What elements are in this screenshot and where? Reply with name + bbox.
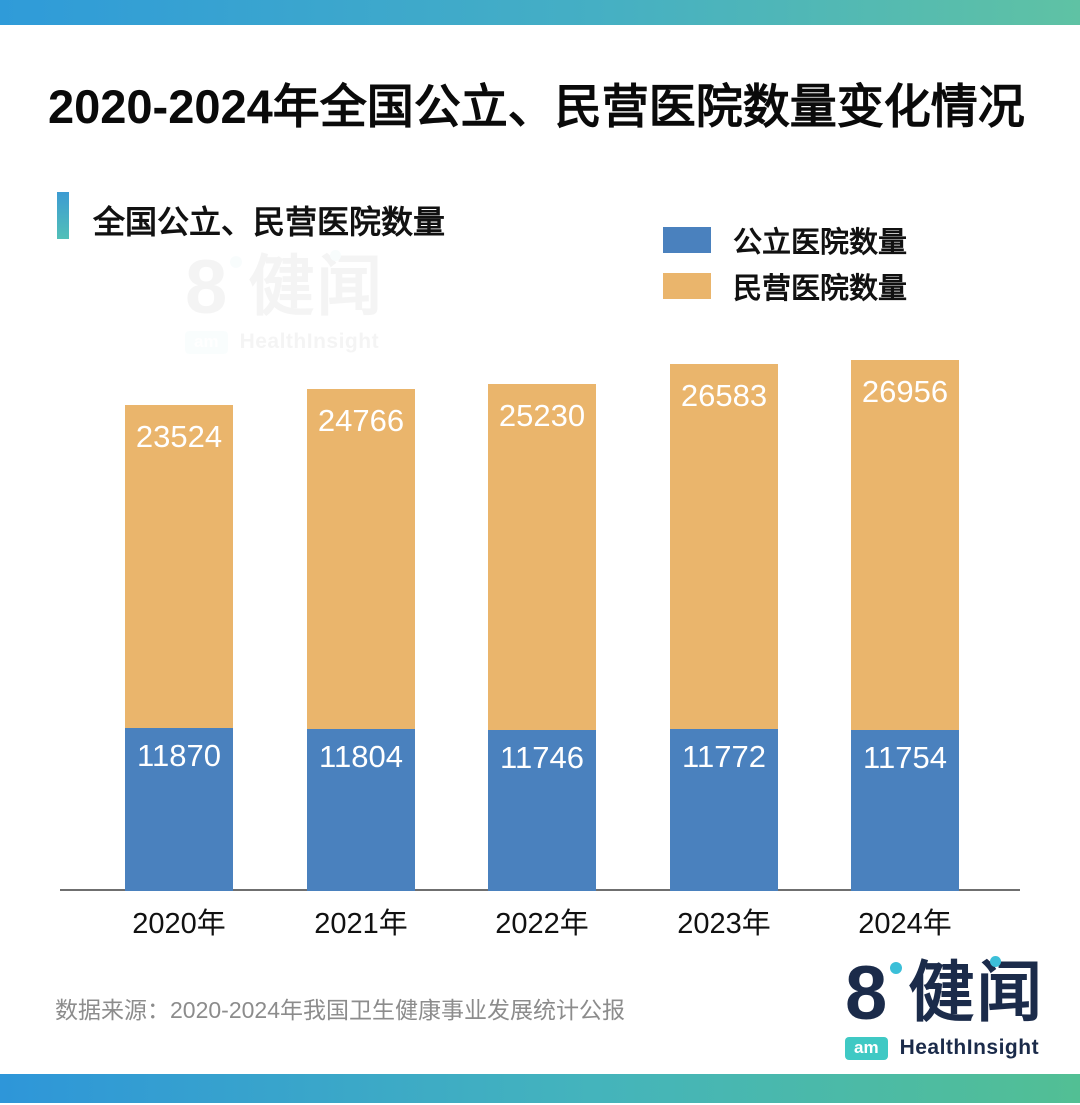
legend-swatch-public [663, 226, 711, 253]
section-accent-bar [57, 192, 69, 239]
x-axis-label-2024: 2024年 [858, 908, 952, 940]
value-label-public-2024: 11754 [863, 740, 947, 775]
value-label-private-2021: 24766 [317, 403, 405, 438]
logo-am-badge: am [845, 1036, 888, 1060]
value-label-public-2021: 11804 [319, 739, 403, 774]
bar-segment-private-2024: 26956 [851, 360, 959, 730]
bar-segment-public-2024: 11754 [851, 730, 959, 891]
bottom-gradient-band [0, 1074, 1080, 1103]
value-label-private-2023: 26583 [680, 378, 768, 413]
logo-en-text: HealthInsight [239, 330, 380, 354]
value-label-public-2022: 11746 [500, 740, 584, 775]
logo-8-glyph: 8 [845, 951, 888, 1036]
legend-item-public: 公立医院数量 [663, 226, 907, 259]
logo-dot-icon [890, 962, 903, 974]
section-title: 全国公立、民营医院数量 [93, 204, 446, 240]
x-axis-label-2023: 2023年 [677, 908, 771, 940]
value-label-private-2022: 25230 [498, 398, 586, 433]
footer-logo-top: 8 健闻 [845, 951, 1045, 1036]
watermark-logo-top: 8 健闻 [185, 245, 385, 330]
logo-dot2-icon [990, 956, 1002, 967]
page-title: 2020-2024年全国公立、民营医院数量变化情况 [48, 80, 1025, 133]
logo-dot-icon [230, 256, 243, 268]
top-gradient-band [0, 0, 1080, 25]
logo-8-glyph: 8 [185, 245, 228, 330]
bar-segment-private-2022: 25230 [488, 384, 596, 730]
x-axis-label-2021: 2021年 [314, 908, 408, 940]
bar-segment-private-2023: 26583 [670, 364, 778, 729]
x-axis-label-2022: 2022年 [495, 908, 589, 940]
watermark-logo-bottom: am HealthInsight [185, 330, 379, 354]
bar-segment-private-2021: 24766 [307, 389, 415, 729]
footer-brand-logo: 8 健闻 am HealthInsight [845, 951, 1045, 1060]
bar-segment-public-2023: 11772 [670, 729, 778, 891]
logo-cn-text: 健闻 [248, 249, 385, 323]
bar-segment-public-2020: 11870 [125, 728, 233, 891]
plot-area: 11870 23524 2020年 11804 24766 2021年 11746 25230… [60, 340, 1020, 940]
logo-dot2-icon [330, 250, 342, 261]
bar-segment-public-2022: 11746 [488, 730, 596, 891]
logo-am-badge: am [185, 330, 228, 354]
value-label-public-2023: 11772 [682, 739, 766, 774]
value-label-private-2020: 23524 [135, 419, 223, 454]
x-axis-label-2020: 2020年 [132, 908, 226, 940]
chart-legend: 公立医院数量 民营医院数量 [663, 226, 907, 318]
bar-segment-public-2021: 11804 [307, 729, 415, 891]
value-label-private-2024: 26956 [861, 374, 949, 409]
legend-label-public: 公立医院数量 [733, 226, 908, 259]
watermark-logo: 8 健闻 am HealthInsight [185, 245, 385, 354]
legend-label-private: 民营医院数量 [733, 272, 908, 305]
data-source-note: 数据来源：2020-2024年我国卫生健康事业发展统计公报 [55, 997, 625, 1023]
bar-segment-private-2020: 23524 [125, 405, 233, 728]
footer-logo-bottom: am HealthInsight [845, 1036, 1039, 1060]
legend-swatch-private [663, 272, 711, 299]
value-label-public-2020: 11870 [137, 738, 221, 773]
logo-cn-text: 健闻 [908, 955, 1045, 1029]
logo-en-text: HealthInsight [899, 1036, 1040, 1060]
legend-item-private: 民营医院数量 [663, 272, 907, 305]
